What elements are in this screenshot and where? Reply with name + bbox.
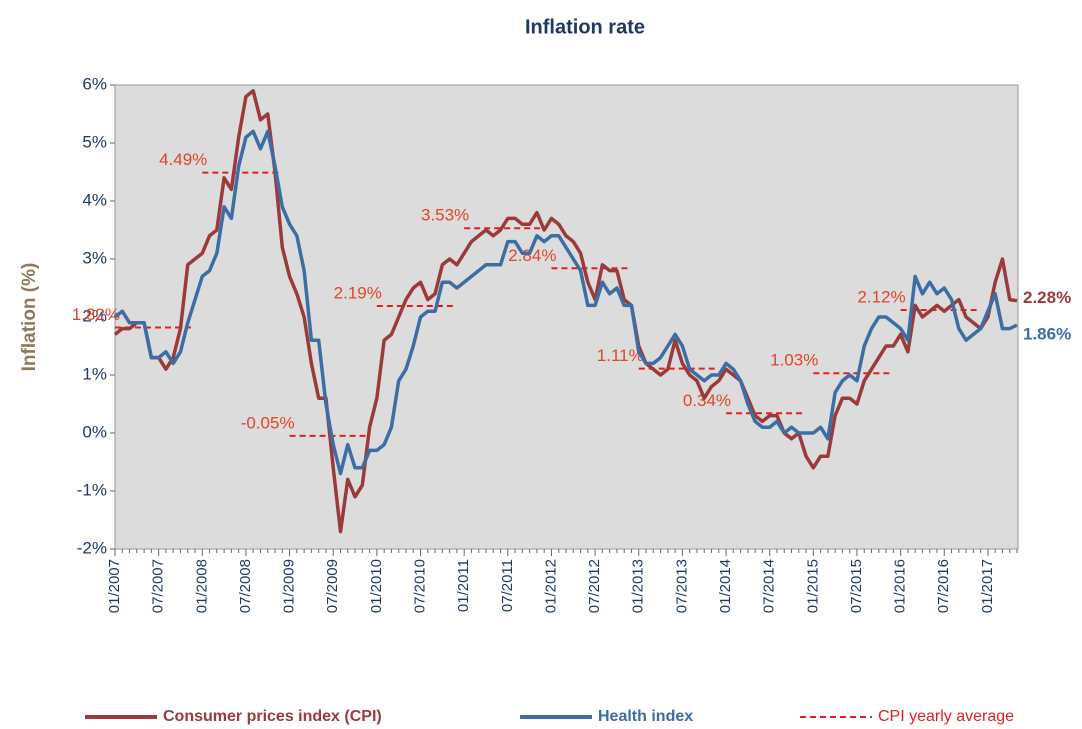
yearly-average-label: 1.82% bbox=[72, 305, 120, 324]
x-tick-label: 07/2008 bbox=[237, 559, 254, 613]
x-tick-label: 01/2007 bbox=[106, 559, 123, 613]
x-tick-label: 01/2014 bbox=[717, 559, 734, 613]
x-tick-label: 01/2013 bbox=[630, 559, 647, 613]
y-tick-label: 6% bbox=[82, 74, 107, 93]
yearly-average-label: 2.19% bbox=[334, 283, 382, 302]
x-tick-label: 07/2016 bbox=[935, 559, 952, 613]
x-tick-label: 07/2013 bbox=[673, 559, 690, 613]
x-tick-label: 01/2012 bbox=[542, 559, 559, 613]
yearly-average-label: 0.34% bbox=[683, 391, 731, 410]
legend-label: CPI yearly average bbox=[878, 708, 1014, 725]
y-tick-label: 5% bbox=[82, 132, 107, 151]
yearly-average-label: 4.49% bbox=[159, 150, 207, 169]
x-tick-label: 07/2010 bbox=[411, 559, 428, 613]
y-tick-label: 3% bbox=[82, 248, 107, 267]
x-tick-label: 07/2012 bbox=[586, 559, 603, 613]
x-tick-label: 01/2010 bbox=[368, 559, 385, 613]
plot-area bbox=[114, 84, 1019, 550]
yearly-average-label: -0.05% bbox=[241, 413, 295, 432]
x-tick-label: 07/2011 bbox=[499, 559, 516, 612]
x-tick-label: 01/2008 bbox=[193, 559, 210, 613]
x-tick-label: 07/2015 bbox=[848, 559, 865, 613]
yearly-average-label: 1.11% bbox=[597, 346, 644, 365]
end-label: 1.86% bbox=[1023, 325, 1071, 344]
y-tick-label: 0% bbox=[82, 422, 107, 441]
x-tick-label: 07/2007 bbox=[150, 559, 167, 613]
x-tick-label: 07/2014 bbox=[761, 559, 778, 613]
yearly-average-label: 3.53% bbox=[421, 206, 469, 225]
y-tick-label: -1% bbox=[77, 480, 107, 499]
end-label: 2.28% bbox=[1023, 288, 1071, 307]
y-tick-label: 2% bbox=[82, 306, 107, 325]
x-tick-label: 01/2016 bbox=[892, 559, 909, 613]
y-tick-label: -2% bbox=[77, 538, 107, 557]
legend-label: Consumer prices index (CPI) bbox=[163, 708, 382, 725]
x-tick-label: 01/2011 bbox=[455, 559, 472, 612]
x-tick-label: 01/2015 bbox=[804, 559, 821, 613]
x-tick-label: 01/2009 bbox=[281, 559, 298, 613]
legend-label: Health index bbox=[598, 708, 693, 725]
series-line bbox=[113, 89, 1018, 534]
x-tick-label: 07/2009 bbox=[324, 559, 341, 613]
y-axis-label: Inflation (%) bbox=[19, 263, 40, 372]
yearly-average-label: 2.12% bbox=[857, 288, 905, 307]
series-line bbox=[113, 129, 1018, 476]
chart-title: Inflation rate bbox=[525, 16, 645, 38]
x-tick-label: 01/2017 bbox=[979, 559, 996, 613]
yearly-average-label: 1.03% bbox=[770, 351, 818, 370]
y-tick-label: 4% bbox=[82, 190, 107, 209]
y-tick-label: 1% bbox=[82, 364, 107, 383]
